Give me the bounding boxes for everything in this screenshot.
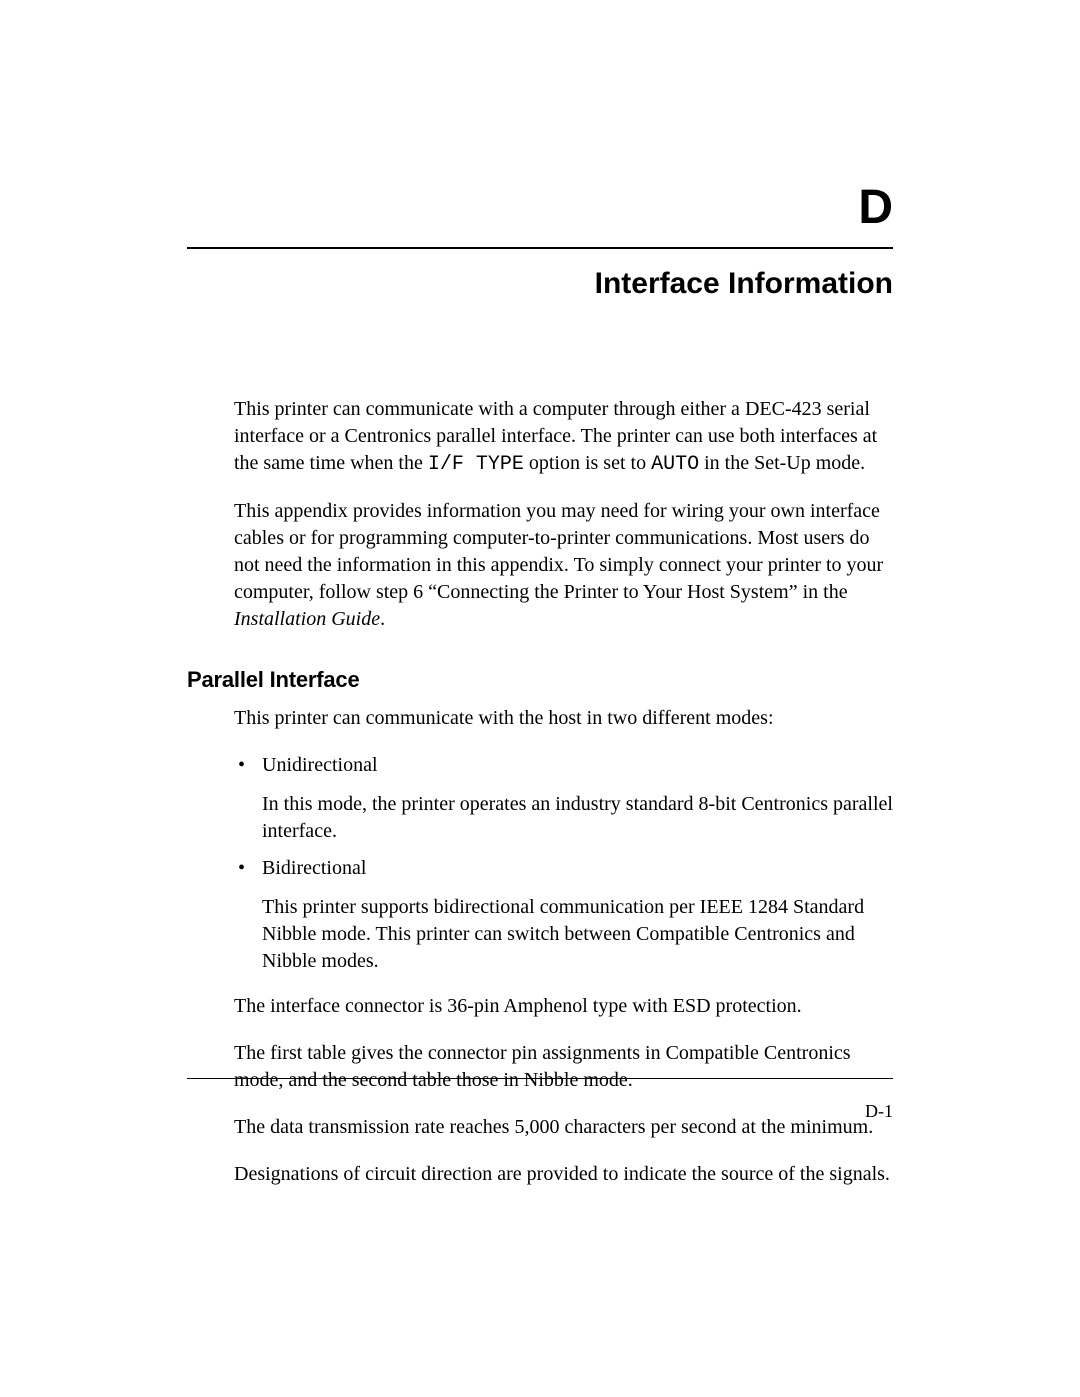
intro-paragraph-2: This appendix provides information you m…	[234, 498, 893, 633]
page: D Interface Information This printer can…	[0, 0, 1080, 1397]
body-paragraph: The data transmission rate reaches 5,000…	[234, 1114, 893, 1141]
body-paragraph: The interface connector is 36-pin Amphen…	[234, 993, 893, 1020]
mode-list: Unidirectional In this mode, the printer…	[234, 752, 893, 975]
body-text: This printer can communicate with a comp…	[187, 396, 893, 1188]
mode-name: Bidirectional	[262, 857, 366, 879]
mode-description: In this mode, the printer operates an in…	[262, 791, 893, 845]
text-run: in the Set-Up mode.	[699, 452, 865, 474]
text-run: This appendix provides information you m…	[234, 500, 883, 603]
list-item: Bidirectional This printer supports bidi…	[234, 855, 893, 975]
body-paragraph: Designations of circuit direction are pr…	[234, 1161, 893, 1188]
body-paragraph: The first table gives the connector pin …	[234, 1040, 893, 1094]
section-heading-parallel-interface: Parallel Interface	[187, 665, 893, 695]
section-lead: This printer can communicate with the ho…	[234, 705, 893, 732]
footer-rule	[187, 1078, 893, 1079]
appendix-letter: D	[187, 180, 893, 235]
list-item: Unidirectional In this mode, the printer…	[234, 752, 893, 845]
appendix-title: Interface Information	[187, 267, 893, 301]
text-run: .	[380, 608, 385, 630]
header-rule	[187, 247, 893, 249]
mode-name: Unidirectional	[262, 754, 378, 776]
text-run: option is set to	[524, 452, 651, 474]
code-auto: AUTO	[651, 453, 699, 476]
book-title: Installation Guide	[234, 608, 380, 630]
intro-paragraph-1: This printer can communicate with a comp…	[234, 396, 893, 478]
code-if-type: I/F TYPE	[428, 453, 524, 476]
page-number: D-1	[865, 1101, 893, 1122]
mode-description: This printer supports bidirectional comm…	[262, 894, 893, 975]
